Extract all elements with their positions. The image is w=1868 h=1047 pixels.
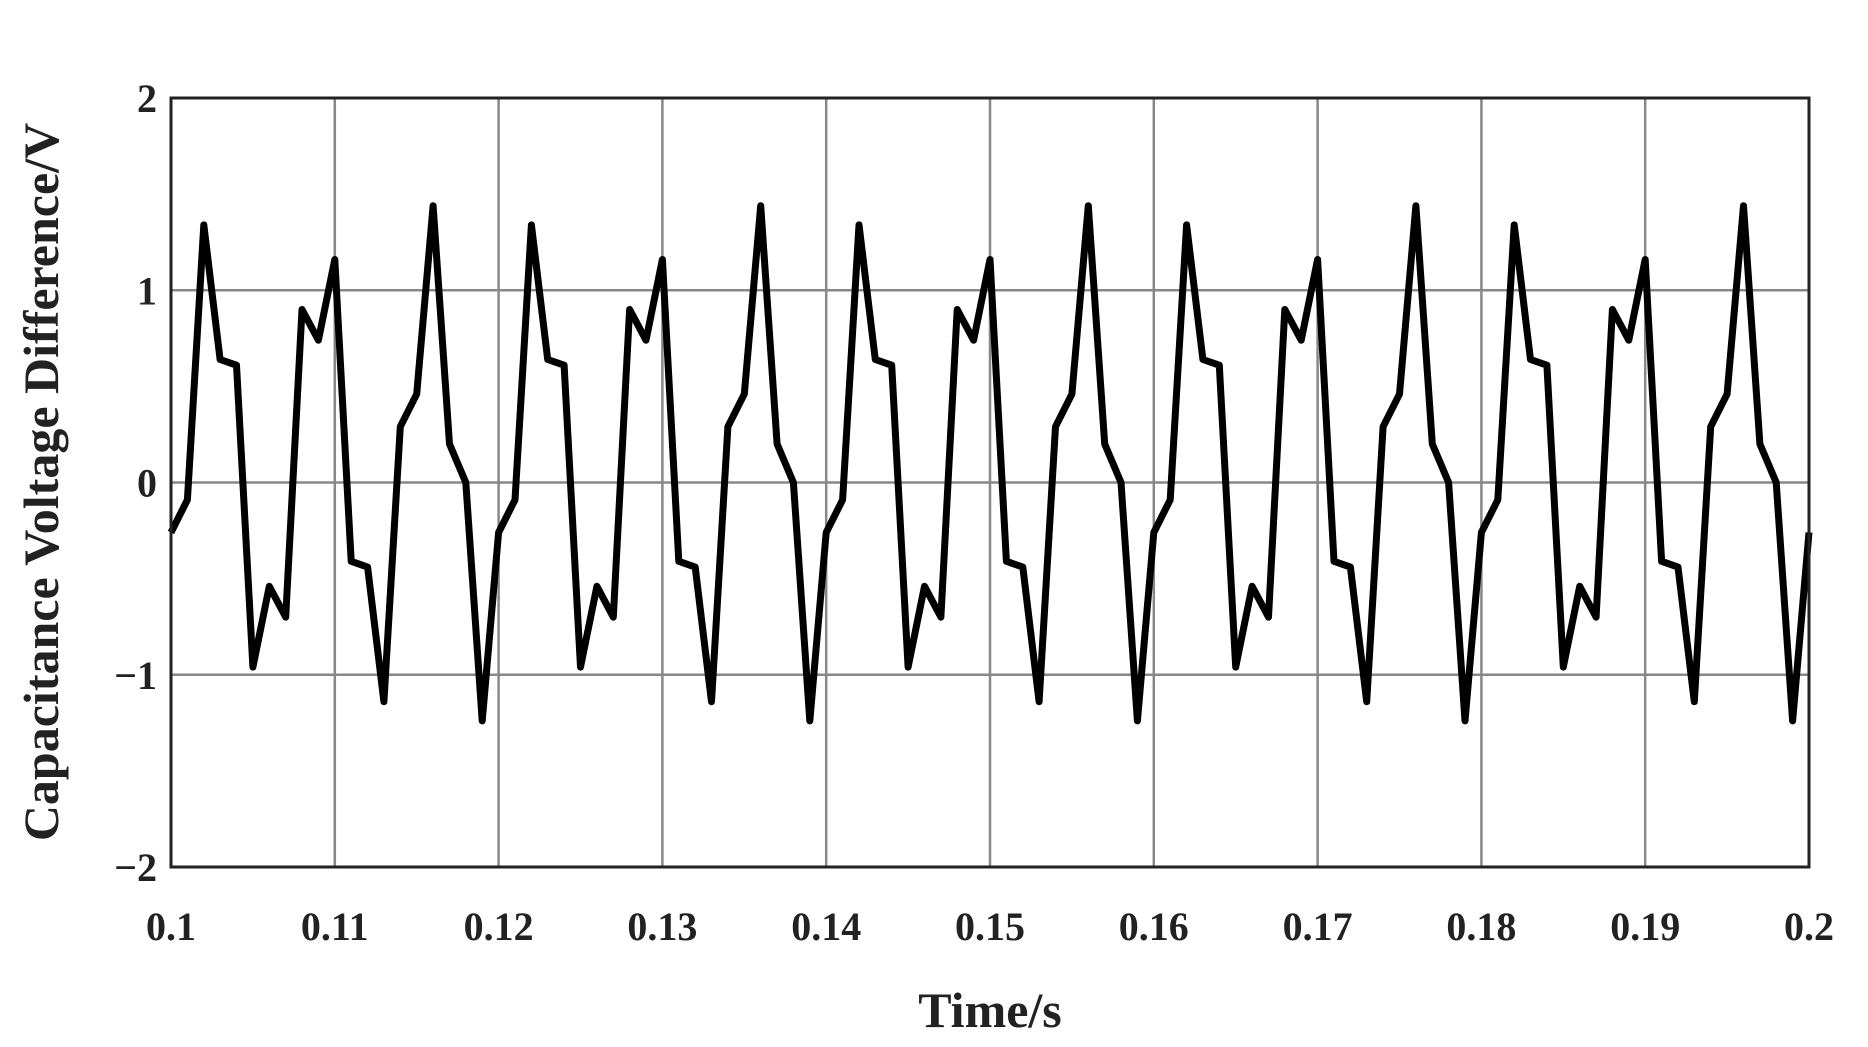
x-tick-label: 0.2 [1784, 904, 1834, 949]
x-tick-label: 0.17 [1283, 904, 1353, 949]
x-tick-label: 0.16 [1119, 904, 1189, 949]
y-tick-label: 0 [137, 461, 157, 506]
x-tick-label: 0.1 [146, 904, 196, 949]
y-tick-label: −1 [114, 653, 157, 698]
x-tick-label: 0.14 [791, 904, 861, 949]
x-tick-label: 0.11 [301, 904, 369, 949]
plot-frame [169, 96, 1811, 869]
x-tick-label: 0.13 [627, 904, 697, 949]
x-tick-label: 0.12 [464, 904, 534, 949]
x-tick-label: 0.18 [1446, 904, 1516, 949]
data-line [167, 202, 1813, 725]
y-tick-label: −2 [114, 845, 157, 890]
y-tick-label: 2 [137, 76, 157, 121]
x-tick-label: 0.15 [955, 904, 1025, 949]
x-axis-label: Time/s [918, 982, 1062, 1038]
x-tick-label: 0.19 [1610, 904, 1680, 949]
y-tick-label: 1 [137, 268, 157, 313]
y-axis-label: Capacitance Voltage Difference/V [13, 123, 69, 841]
